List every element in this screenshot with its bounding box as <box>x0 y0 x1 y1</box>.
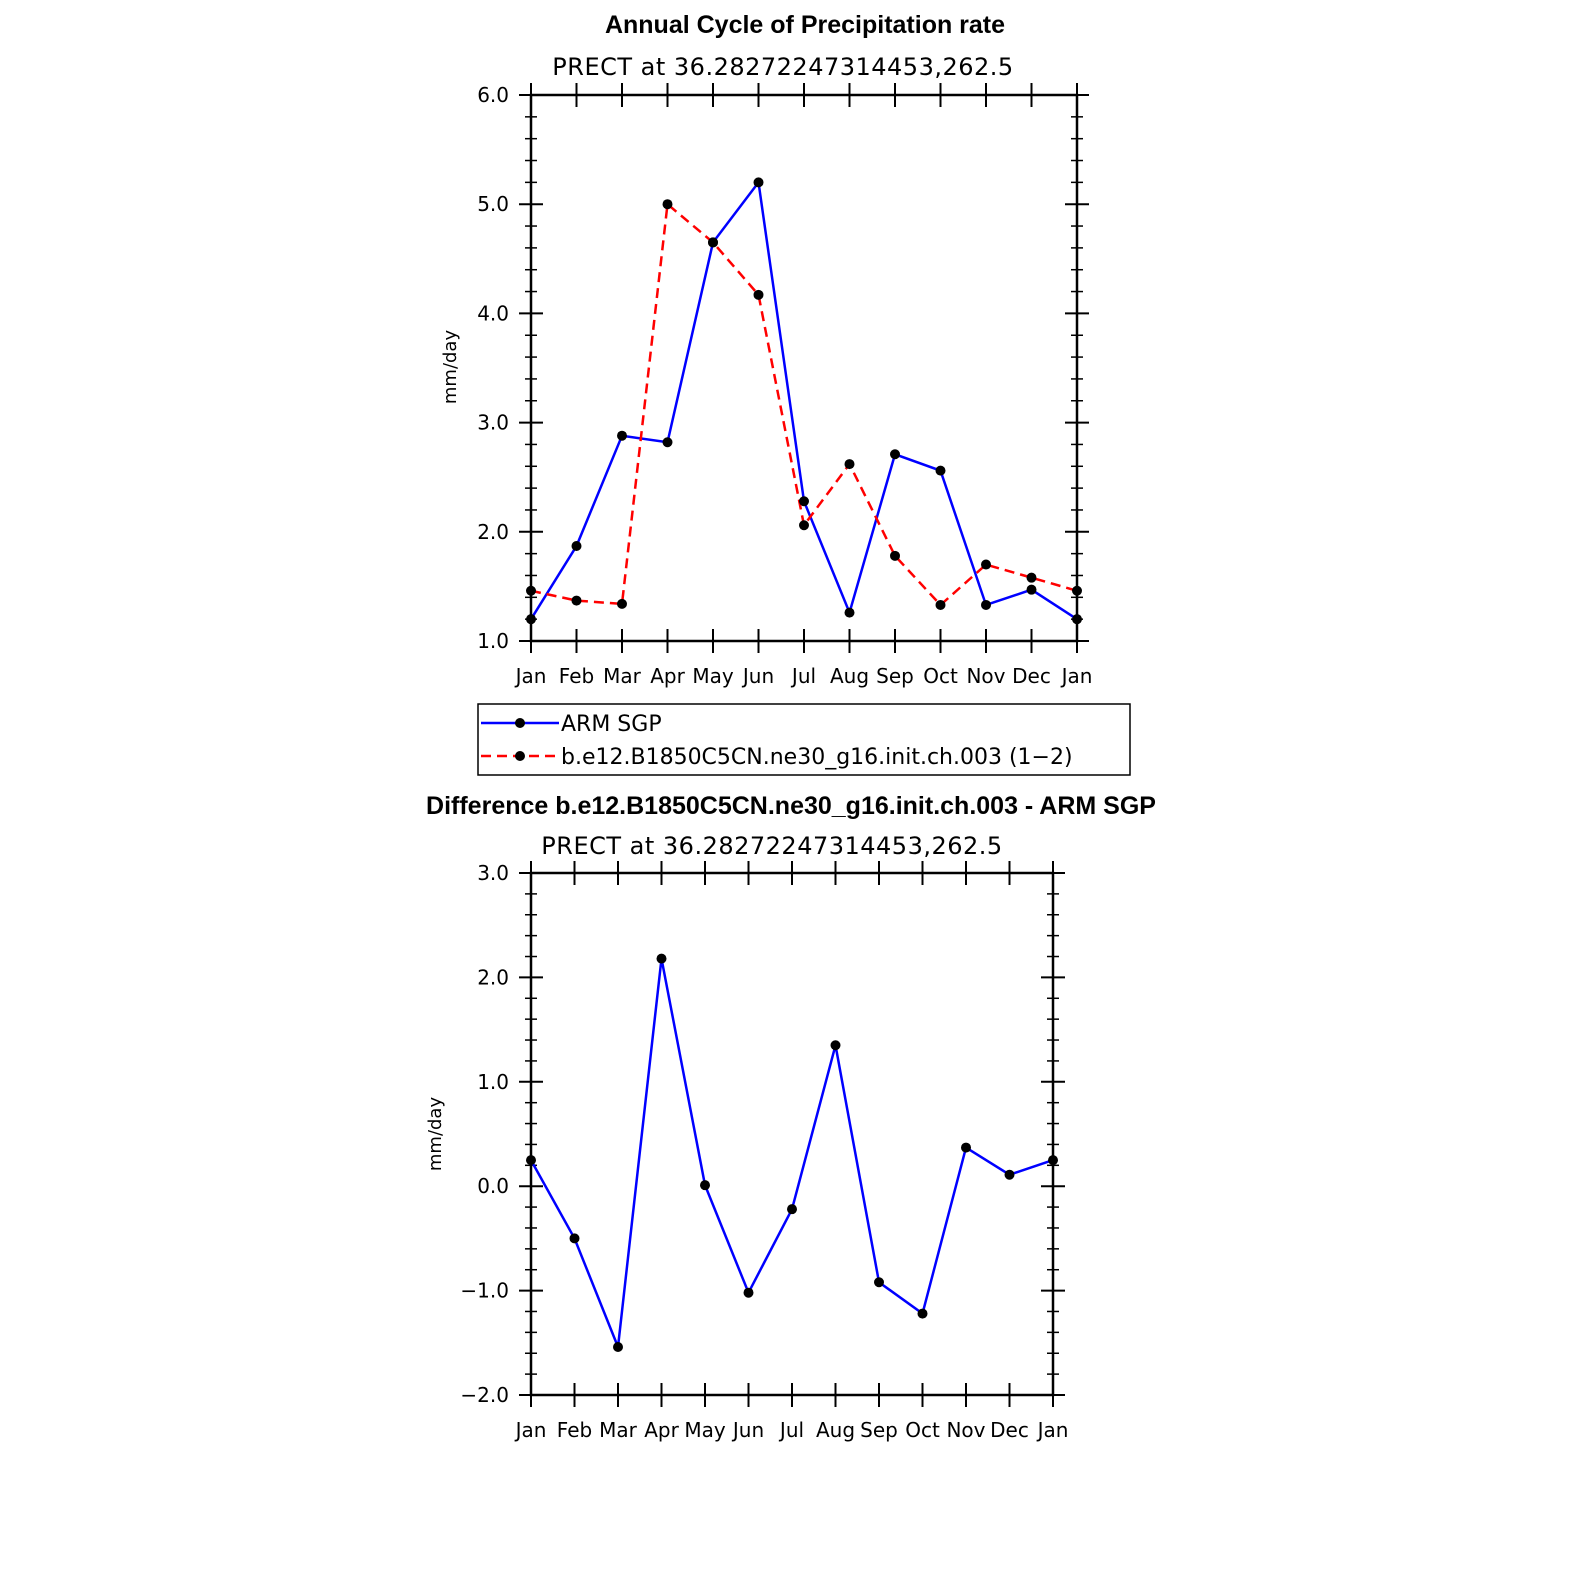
x-tick-label: Sep <box>876 664 914 688</box>
chart-1-plot: Jan Feb Mar Apr May Jun Jul Aug Sep Oct Nov Dec Jan1… <box>477 83 1092 688</box>
x-tick-label: Dec <box>990 1418 1029 1442</box>
chart-1-frame <box>529 93 1079 643</box>
y-tick-label: 6.0 <box>477 83 509 107</box>
x-tick-label: Feb <box>557 1418 592 1442</box>
x-tick-label: Aug <box>816 1418 855 1442</box>
x-tick-label: May <box>684 1418 726 1442</box>
x-tick-label: Dec <box>1012 664 1051 688</box>
series-1-point <box>526 585 536 596</box>
series-0-point <box>917 1308 928 1319</box>
series-0-point <box>1072 614 1082 625</box>
x-tick-label: May <box>692 664 734 688</box>
y-tick-label: −2.0 <box>460 1383 509 1407</box>
series-0-point <box>874 1277 884 1288</box>
series-0-point <box>526 1155 536 1166</box>
series-0-point <box>787 1204 797 1215</box>
legend-entry-model: b.e12.B1850C5CN.ne30_g16.init.ch.003 (1−… <box>561 745 1073 770</box>
series-1-line <box>530 201 1078 607</box>
series-0-point <box>700 1180 710 1191</box>
x-tick-label: Jan <box>1036 1418 1069 1442</box>
x-tick-label: Nov <box>966 664 1005 688</box>
series-0-point <box>662 437 673 448</box>
series-1-point <box>1026 572 1037 583</box>
series-1-point <box>708 237 718 248</box>
series-0-point <box>1004 1169 1015 1180</box>
series-0-point <box>830 1040 841 1051</box>
x-tick-label: Apr <box>650 664 685 688</box>
series-0-point <box>753 177 764 188</box>
series-1-point <box>844 459 855 470</box>
x-tick-label: Nov <box>946 1418 985 1442</box>
x-tick-label: Jul <box>778 1418 804 1442</box>
x-tick-label: Oct <box>923 664 958 688</box>
legend-entry-arm-sgp: ARM SGP <box>561 712 662 737</box>
series-1-point <box>662 199 673 210</box>
x-tick-label: Oct <box>905 1418 940 1442</box>
y-tick-label: 2.0 <box>477 965 509 989</box>
y-tick-label: 0.0 <box>477 1174 509 1198</box>
series-0-point <box>571 540 582 551</box>
chart-1-title: Annual Cycle of Precipitation rate <box>605 11 1005 39</box>
series-1-point <box>617 598 627 609</box>
x-tick-label: Mar <box>603 664 642 688</box>
y-tick-label: 1.0 <box>477 629 509 653</box>
y-tick-label: 2.0 <box>477 520 509 544</box>
series-0-point <box>569 1233 580 1244</box>
series-1-point <box>981 559 991 570</box>
chart-1-subtitle: PRECT at 36.28272247314453,262.5 <box>552 53 1013 81</box>
series-0-point <box>935 465 946 476</box>
x-tick-label: Apr <box>644 1418 679 1442</box>
series-0-line <box>529 179 1078 621</box>
chart-2-ylabel: mm/day <box>425 1097 446 1172</box>
series-0-point <box>1026 584 1037 595</box>
x-tick-label: Aug <box>830 664 869 688</box>
x-tick-label: Jan <box>1060 664 1093 688</box>
legend-box <box>477 703 1131 776</box>
chart-2-title: Difference b.e12.B1850C5CN.ne30_g16.init… <box>426 792 1156 820</box>
x-tick-label: Jun <box>731 1418 764 1442</box>
series-0-point <box>743 1287 754 1298</box>
legend-marker-arm-sgp <box>515 718 525 728</box>
y-tick-label: 1.0 <box>477 1070 509 1094</box>
series-0-point <box>890 449 900 460</box>
x-tick-label: Jan <box>514 1418 547 1442</box>
series-0-point <box>526 614 536 625</box>
series-0-point <box>656 953 667 964</box>
series-0-point <box>844 607 855 618</box>
series-1-point <box>753 289 764 300</box>
series-0-line <box>529 958 1054 1348</box>
x-tick-label: Jan <box>514 664 547 688</box>
x-tick-label: Sep <box>860 1418 898 1442</box>
series-1-point <box>799 520 809 531</box>
legend-marker-model <box>515 751 525 761</box>
series-0-point <box>981 599 991 610</box>
series-1-point <box>935 599 946 610</box>
series-1-point <box>1072 585 1082 596</box>
series-0-point <box>613 1341 623 1352</box>
y-tick-label: 3.0 <box>477 411 509 435</box>
series-1-point <box>571 595 582 606</box>
series-0-point <box>617 430 627 441</box>
series-0-point <box>961 1142 971 1153</box>
chart-1-ylabel: mm/day <box>440 330 461 405</box>
x-tick-label: Jul <box>790 664 816 688</box>
y-tick-label: 4.0 <box>477 301 509 325</box>
y-tick-label: 5.0 <box>477 192 509 216</box>
chart-2-frame <box>529 871 1055 1397</box>
x-tick-label: Feb <box>559 664 594 688</box>
series-1-point <box>890 550 900 561</box>
chart-2-subtitle: PRECT at 36.28272247314453,262.5 <box>541 832 1002 860</box>
y-tick-label: −1.0 <box>460 1279 509 1303</box>
series-0-point <box>1048 1155 1058 1166</box>
series-0-point <box>799 496 809 507</box>
y-tick-label: 3.0 <box>477 861 509 885</box>
chart-1-legend: ARM SGP b.e12.B1850C5CN.ne30_g16.init.ch… <box>477 703 1131 776</box>
chart-2-plot: Jan Feb Mar Apr May Jun Jul Aug Sep Oct Nov Dec Jan−… <box>460 861 1068 1442</box>
x-tick-label: Jun <box>741 664 774 688</box>
x-tick-label: Mar <box>599 1418 638 1442</box>
